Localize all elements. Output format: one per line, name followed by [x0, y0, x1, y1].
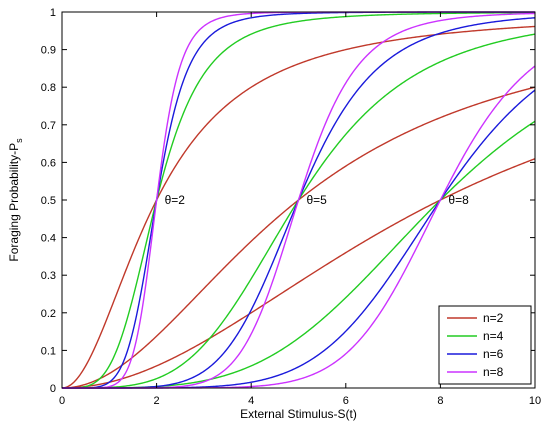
x-tick-label: 6	[343, 395, 349, 407]
legend: n=2 n=4 n=6 n=8	[438, 305, 532, 385]
x-tick-label: 8	[437, 395, 443, 407]
tick-labels: 0 2 4 6 8 10 0 0.1 0.2 0.3 0.4 0.5 0.6 0.7 0.8 0.9 1	[41, 7, 541, 407]
y-tick-label: 0.3	[41, 270, 56, 282]
series-line-n=4-theta-2	[62, 11, 536, 389]
legend-label: n=6	[483, 347, 504, 361]
x-tick-label: 4	[248, 395, 254, 407]
legend-label: n=8	[483, 365, 504, 379]
annotation-label: θ=8	[448, 193, 469, 207]
y-tick-label: 0.9	[41, 45, 56, 57]
x-tick-label: 0	[59, 395, 65, 407]
x-tick-label: 2	[154, 395, 160, 407]
y-axis-label-main: Foraging Probability-P	[7, 143, 21, 262]
x-axis-label: External Stimulus-S(t)	[240, 407, 357, 421]
y-axis-label: Foraging Probability-Ps	[7, 138, 24, 262]
y-tick-label: 0.4	[41, 233, 56, 245]
annotations: θ=2 θ=5 θ=8	[165, 193, 469, 207]
y-tick-label: 0.1	[41, 345, 56, 357]
ticks	[61, 11, 536, 389]
annotation-label: θ=2	[165, 193, 186, 207]
y-tick-label: 0.5	[41, 195, 56, 207]
series-line-n=2-theta-8	[62, 158, 536, 389]
annotation-label: θ=5	[307, 193, 328, 207]
legend-label: n=4	[483, 329, 504, 343]
y-tick-label: 0.7	[41, 120, 56, 132]
x-tick-label: 10	[529, 395, 541, 407]
series-line-n=2-theta-2	[61, 25, 536, 389]
y-tick-label: 0.6	[41, 157, 56, 169]
legend-box	[438, 305, 532, 385]
y-tick-label: 0.2	[41, 308, 56, 320]
y-axis-label-subscript: s	[14, 138, 24, 143]
legend-label: n=2	[483, 311, 504, 325]
y-tick-label: 0	[50, 383, 56, 395]
y-tick-label: 0.8	[41, 82, 56, 94]
y-tick-label: 1	[50, 7, 56, 19]
